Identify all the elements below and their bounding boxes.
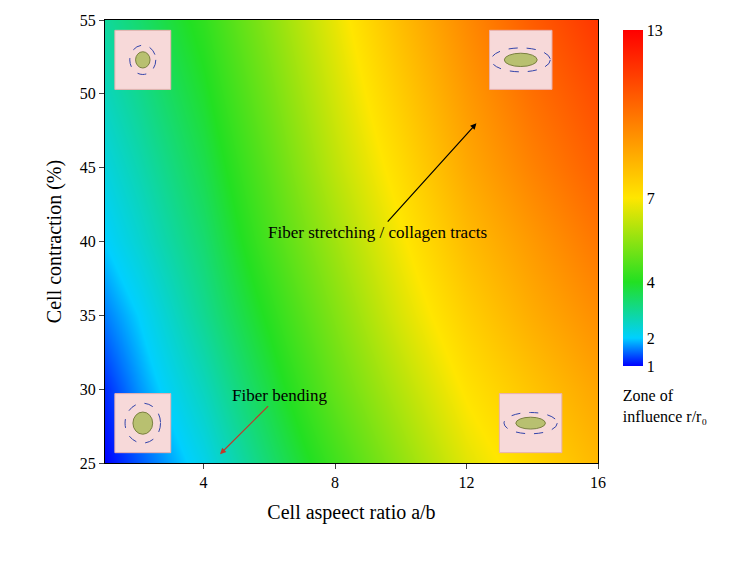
svg-text:50: 50 — [80, 85, 96, 102]
svg-text:4: 4 — [200, 474, 208, 491]
svg-text:1: 1 — [647, 358, 655, 375]
svg-text:30: 30 — [80, 381, 96, 398]
svg-text:Fiber stretching / collagen tr: Fiber stretching / collagen tracts — [268, 223, 487, 242]
svg-text:55: 55 — [80, 12, 96, 29]
svg-text:Cell aspeect ratio a/b: Cell aspeect ratio a/b — [267, 501, 435, 524]
svg-text:Fiber bending: Fiber bending — [232, 386, 327, 405]
svg-text:Cell contraction (%): Cell contraction (%) — [43, 160, 66, 323]
svg-text:45: 45 — [80, 159, 96, 176]
svg-text:35: 35 — [80, 307, 96, 324]
svg-text:8: 8 — [331, 474, 339, 491]
svg-text:16: 16 — [590, 474, 606, 491]
svg-text:40: 40 — [80, 233, 96, 250]
svg-text:2: 2 — [647, 330, 655, 347]
svg-text:7: 7 — [647, 190, 655, 207]
svg-text:4: 4 — [647, 274, 655, 291]
svg-text:25: 25 — [80, 455, 96, 472]
svg-text:12: 12 — [459, 474, 475, 491]
svg-text:Zone ofinfluence r/r₀: Zone ofinfluence r/r₀ — [623, 387, 707, 425]
svg-text:13: 13 — [647, 22, 663, 39]
